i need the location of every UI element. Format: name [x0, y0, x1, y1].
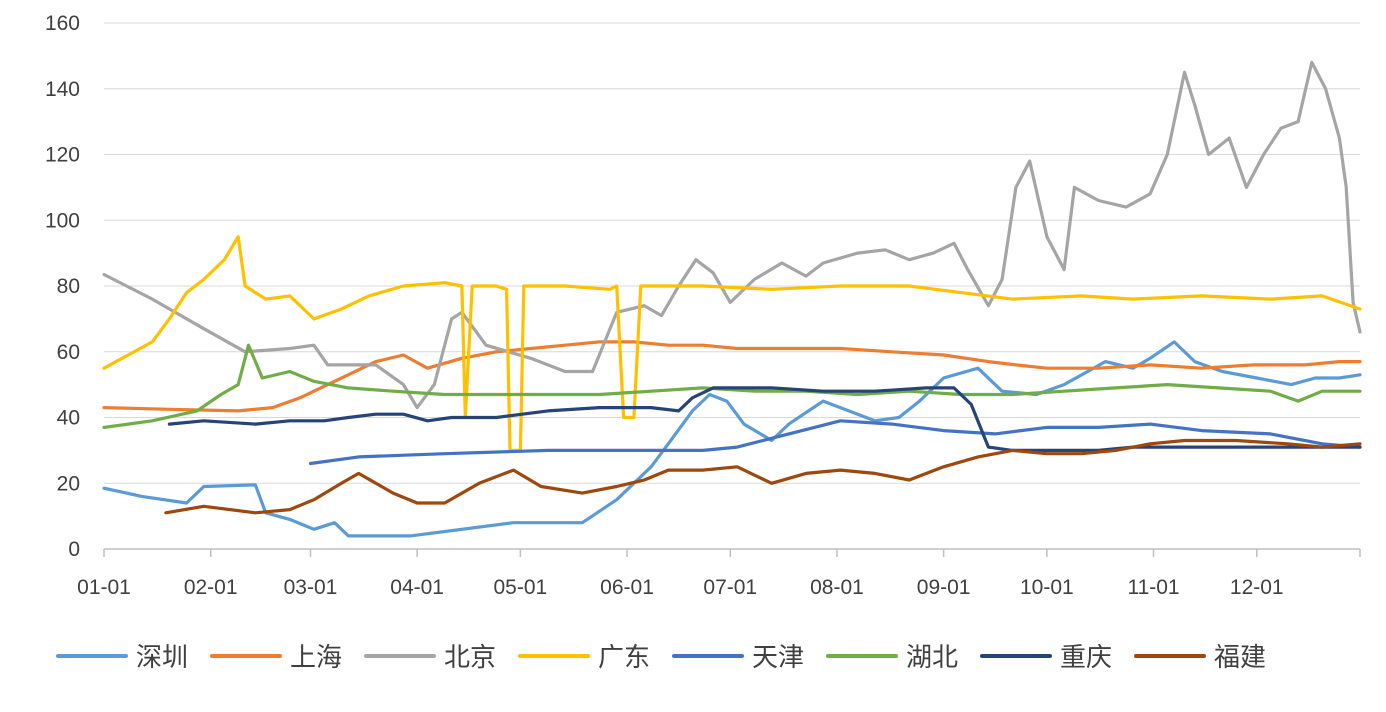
series-line-3 [102, 60, 1362, 410]
axes: 0 20 40 60 80 100 120 140 160 01-01 02-01 03-01 04-0… [45, 12, 1361, 599]
series-line-7 [167, 386, 1362, 452]
series-line-6 [102, 343, 1362, 429]
legend-label: 上海 [290, 643, 342, 673]
legend-label: 福建 [1214, 643, 1266, 673]
legend-label: 广东 [598, 643, 650, 673]
series-line-5 [308, 419, 1362, 466]
series-line-2 [102, 340, 1362, 413]
legend-label: 深圳 [136, 643, 188, 673]
series-line-8 [164, 438, 1362, 515]
legend: 深圳 上海 北京 广东 天津 湖北 重庆 福建 [56, 643, 1266, 673]
legend-label: 重庆 [1060, 643, 1112, 673]
x-tick-label: 03-01 [284, 576, 338, 599]
x-tick-label: 11-01 [1127, 576, 1179, 599]
x-tick-label: 01-01 [77, 576, 131, 599]
y-tick-label: 160 [45, 12, 80, 35]
x-tick-label: 09-01 [917, 576, 971, 599]
legend-label: 北京 [444, 643, 496, 673]
legend-label: 天津 [752, 643, 804, 673]
y-tick-label: 140 [45, 78, 80, 101]
series-line-1 [102, 340, 1362, 538]
y-tick-label: 120 [45, 144, 80, 167]
x-tick-label: 02-01 [184, 576, 238, 599]
series-lines [102, 60, 1362, 538]
x-tick-label: 04-01 [390, 576, 444, 599]
x-tick-label: 06-01 [600, 576, 654, 599]
x-tick-label: 08-01 [810, 576, 864, 599]
x-tick-label: 05-01 [494, 576, 548, 599]
y-tick-label: 0 [68, 538, 80, 561]
x-tick-label: 07-01 [703, 576, 757, 599]
x-tick-label: 12-01 [1230, 576, 1284, 599]
gridlines [104, 22, 1360, 484]
x-tick-label: 10-01 [1020, 576, 1074, 599]
y-tick-label: 80 [57, 275, 80, 298]
y-tick-label: 100 [45, 209, 80, 232]
legend-label: 湖北 [906, 643, 958, 673]
y-tick-label: 60 [57, 341, 80, 364]
y-tick-label: 20 [57, 472, 80, 495]
y-tick-label: 40 [57, 407, 80, 430]
